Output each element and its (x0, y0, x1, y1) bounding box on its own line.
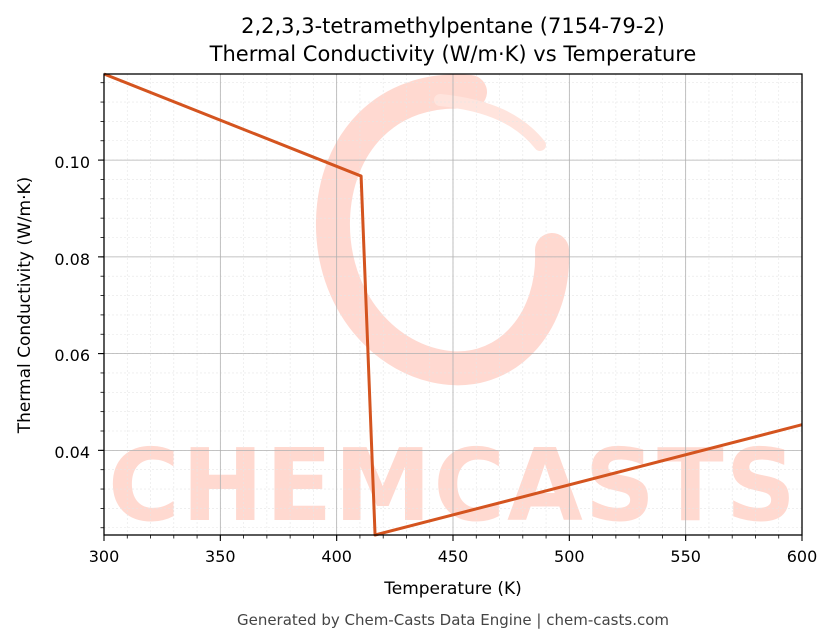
footer-credit: Generated by Chem-Casts Data Engine | ch… (237, 611, 669, 629)
watermark-logo (315, 74, 570, 386)
y-axis-label: Thermal Conductivity (W/m·K) (15, 177, 35, 435)
x-tick-label-500: 500 (554, 547, 585, 566)
chart-title-line1: 2,2,3,3-tetramethylpentane (7154-79-2) (241, 14, 665, 38)
x-axis-label: Temperature (K) (383, 579, 522, 599)
tick-layer (98, 82, 803, 541)
watermark: CHEMCASTS (108, 74, 798, 544)
series-layer (103, 72, 803, 537)
y-tick-label-0.04: 0.04 (54, 443, 90, 462)
x-tick-label-450: 450 (438, 547, 469, 566)
x-tick-label-600: 600 (787, 547, 818, 566)
series-line-0 (103, 72, 803, 537)
x-tick-label-550: 550 (670, 547, 701, 566)
y-tick-label-0.08: 0.08 (54, 250, 90, 269)
chart-title-line2: Thermal Conductivity (W/m·K) vs Temperat… (209, 42, 697, 66)
y-tick-label-0.06: 0.06 (54, 346, 90, 365)
watermark-text: CHEMCASTS (108, 427, 798, 544)
x-tick-label-350: 350 (205, 547, 236, 566)
x-tick-label-400: 400 (321, 547, 352, 566)
x-tick-label-300: 300 (89, 547, 120, 566)
y-tick-label-0.10: 0.10 (54, 153, 90, 172)
